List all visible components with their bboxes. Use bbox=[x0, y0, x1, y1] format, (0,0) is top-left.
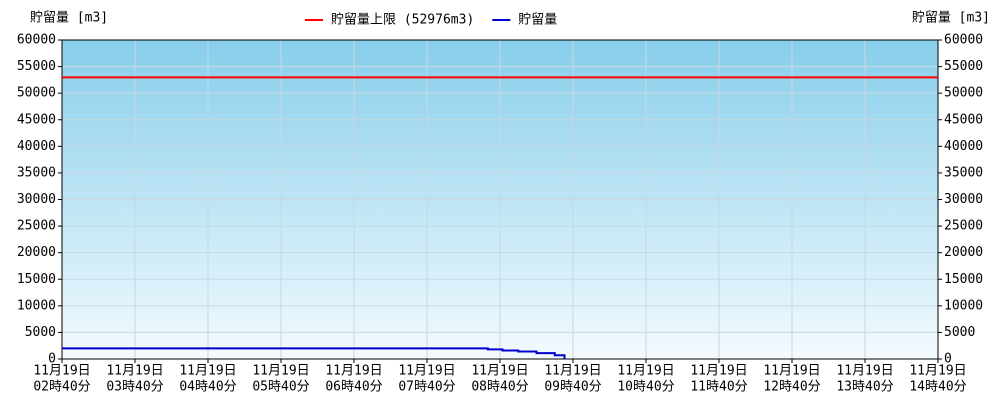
x-tick-label: 02時40分 bbox=[33, 380, 90, 395]
x-tick-label: 14時40分 bbox=[909, 380, 966, 395]
y-tick-label: 10000 bbox=[17, 298, 56, 313]
x-tick-label: 11月19日 bbox=[690, 364, 747, 379]
x-tick-label: 12時40分 bbox=[763, 380, 820, 395]
x-tick-label: 11月19日 bbox=[33, 364, 90, 379]
legend-label: 貯留量 bbox=[518, 13, 557, 28]
y2-tick-label: 15000 bbox=[944, 272, 983, 287]
series-line bbox=[62, 347, 566, 359]
y2-tick-label: 60000 bbox=[944, 33, 983, 48]
y2-axis-label: 貯留量 [m3] bbox=[912, 11, 990, 26]
y-tick-label: 30000 bbox=[17, 192, 56, 207]
x-tick-label: 11月19日 bbox=[763, 364, 820, 379]
x-tick-label: 06時40分 bbox=[325, 380, 382, 395]
plot-frame bbox=[61, 39, 939, 360]
y-tick-label: 0 bbox=[48, 352, 56, 367]
x-tick-label: 11月19日 bbox=[325, 364, 382, 379]
y-tick-label: 55000 bbox=[17, 59, 56, 74]
x-tick-label: 11月19日 bbox=[179, 364, 236, 379]
y-tick-label: 25000 bbox=[17, 219, 56, 234]
x-tick-label: 11月19日 bbox=[909, 364, 966, 379]
y2-tick-label: 55000 bbox=[944, 59, 983, 74]
y2-tick-label: 40000 bbox=[944, 139, 983, 154]
x-tick-label: 08時40分 bbox=[471, 380, 528, 395]
y-tick-label: 35000 bbox=[17, 165, 56, 180]
y2-tick-label: 25000 bbox=[944, 219, 983, 234]
y-axis-label: 貯留量 [m3] bbox=[30, 11, 108, 26]
x-tick-label: 03時40分 bbox=[106, 380, 163, 395]
x-tick-label: 07時40分 bbox=[398, 380, 455, 395]
y2-tick-label: 30000 bbox=[944, 192, 983, 207]
x-tick-label: 10時40分 bbox=[617, 380, 674, 395]
y-tick-label: 60000 bbox=[17, 33, 56, 48]
x-tick-label: 04時40分 bbox=[179, 380, 236, 395]
x-tick-label: 13時40分 bbox=[836, 380, 893, 395]
x-tick-label: 11時40分 bbox=[690, 380, 747, 395]
y2-tick-label: 0 bbox=[944, 352, 952, 367]
y2-tick-label: 10000 bbox=[944, 298, 983, 313]
y-tick-label: 15000 bbox=[17, 272, 56, 287]
x-tick-label: 11月19日 bbox=[471, 364, 528, 379]
y-tick-label: 50000 bbox=[17, 86, 56, 101]
y2-tick-label: 35000 bbox=[944, 165, 983, 180]
x-tick-label: 09時40分 bbox=[544, 380, 601, 395]
x-tick-label: 11月19日 bbox=[836, 364, 893, 379]
y-tick-label: 40000 bbox=[17, 139, 56, 154]
y2-tick-label: 20000 bbox=[944, 245, 983, 260]
y-tick-label: 5000 bbox=[25, 325, 56, 340]
y-tick-label: 45000 bbox=[17, 112, 56, 127]
x-tick-label: 11月19日 bbox=[106, 364, 163, 379]
x-tick-label: 05時40分 bbox=[252, 380, 309, 395]
legend-label: 貯留量上限 (52976m3) bbox=[331, 13, 474, 28]
x-tick-label: 11月19日 bbox=[398, 364, 455, 379]
y-tick-label: 20000 bbox=[17, 245, 56, 260]
x-tick-label: 11月19日 bbox=[252, 364, 309, 379]
y2-tick-label: 5000 bbox=[944, 325, 975, 340]
x-tick-label: 11月19日 bbox=[544, 364, 601, 379]
y2-tick-label: 50000 bbox=[944, 86, 983, 101]
x-tick-label: 11月19日 bbox=[617, 364, 674, 379]
y2-tick-label: 45000 bbox=[944, 112, 983, 127]
